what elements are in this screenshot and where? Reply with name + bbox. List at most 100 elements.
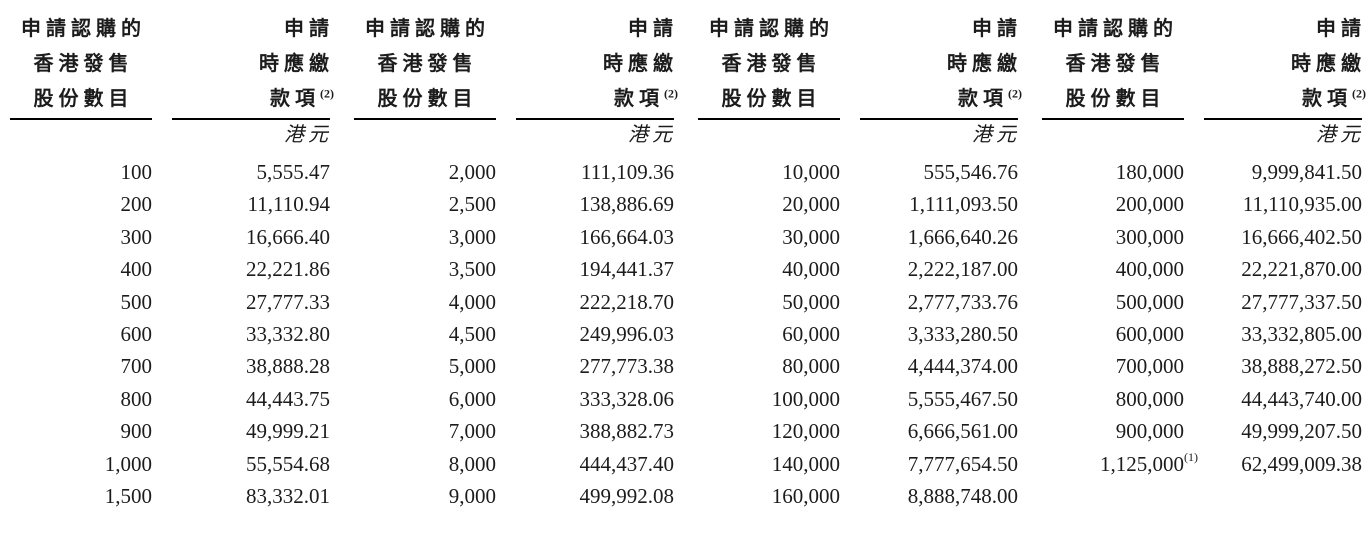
table-row: 60,000 3,333,280.50	[698, 318, 1018, 350]
shares-value: 140,000	[771, 451, 840, 476]
shares-value: 180,000	[1115, 160, 1184, 184]
shares-value: 600	[120, 321, 153, 346]
amount-value: 49,999.21	[246, 419, 330, 444]
amount-value: 5,555,467.50	[907, 386, 1018, 411]
shares-column-header: 申請認購的 香港發售 股份數目	[10, 12, 152, 120]
shares-value: 4,500	[448, 321, 496, 346]
shares-value: 160,000	[771, 483, 840, 508]
amount-value: 62,499,009.38	[1241, 451, 1362, 476]
shares-value: 60,000	[782, 321, 840, 346]
amount-value: 33,332.80	[246, 321, 330, 346]
amount-value: 4,444,374.00	[907, 354, 1018, 379]
amount-header-line: 款項(2)	[270, 86, 334, 110]
amount-value: 1,111,093.50	[909, 192, 1018, 217]
shares-column-header: 申請認購的 香港發售 股份數目	[354, 12, 496, 120]
amount-value: 55,554.68	[246, 451, 330, 476]
amount-value: 38,888.28	[246, 354, 330, 379]
table-row: 500 27,777.33	[10, 286, 331, 318]
column-pair-header: 申請認購的 香港發售 股份數目 申請 時應繳 款項(2)	[1042, 12, 1366, 120]
table-row: 600,000 33,332,805.00	[1042, 318, 1362, 350]
table-row: 3,500 194,441.37	[354, 253, 674, 285]
amount-value: 6,666,561.00	[907, 419, 1018, 444]
amount-value: 249,996.03	[579, 321, 675, 346]
shares-value: 120,000	[771, 419, 840, 444]
amount-header-line: 申請	[972, 18, 1022, 40]
shares-value: 6,000	[448, 386, 496, 411]
amount-header-line: 時應繳	[947, 53, 1022, 75]
table-row: 500,000 27,777,337.50	[1042, 286, 1362, 318]
amount-header-line: 時應繳	[603, 53, 678, 75]
shares-value: 4,000	[448, 289, 496, 314]
table-row: 4,500 249,996.03	[354, 318, 674, 350]
amount-value: 38,888,272.50	[1241, 354, 1362, 379]
amount-header-line: 申請	[284, 18, 334, 40]
shares-value: 20,000	[782, 192, 840, 217]
table-row: 20,000 1,111,093.50	[698, 188, 1018, 220]
shares-value: 100,000	[771, 386, 840, 411]
amount-value: 5,555.47	[256, 160, 331, 184]
shares-value: 2,500	[448, 192, 496, 217]
shares-value: 300	[120, 224, 153, 249]
column-pair-header: 申請認購的 香港發售 股份數目 申請 時應繳 款項(2)	[10, 12, 334, 120]
table-row: 2,500 138,886.69	[354, 188, 674, 220]
amount-value: 277,773.38	[579, 354, 675, 379]
amount-value: 27,777.33	[246, 289, 330, 314]
shares-header-line: 申請認購的	[1053, 18, 1178, 40]
shares-value: 30,000	[782, 224, 840, 249]
amount-value: 83,332.01	[246, 483, 330, 508]
shares-header-line: 股份數目	[1065, 88, 1166, 110]
amount-value: 44,443,740.00	[1241, 386, 1362, 411]
shares-value: 5,000	[448, 354, 496, 379]
pair-body: 180,000 9,999,841.50 200,000 11,110,935.00 3…	[1042, 156, 1362, 480]
shares-header-line: 申請認購的	[21, 18, 146, 40]
shares-value: 200,000	[1115, 192, 1184, 217]
footnote-2-marker: (2)	[1352, 86, 1366, 101]
shares-value: 8,000	[448, 451, 496, 476]
currency-spacer	[10, 120, 152, 151]
shares-value: 3,500	[448, 257, 496, 282]
shares-header-line: 股份數目	[33, 88, 134, 110]
currency-spacer	[698, 120, 840, 151]
amount-value: 22,221.86	[246, 257, 330, 282]
currency-spacer	[1042, 120, 1184, 151]
shares-value: 700,000	[1115, 354, 1184, 379]
column-pair-header: 申請認購的 香港發售 股份數目 申請 時應繳 款項(2)	[698, 12, 1022, 120]
shares-value: 3,000	[448, 224, 496, 249]
shares-value: 600,000	[1115, 321, 1184, 346]
currency-label: 港元	[972, 124, 1020, 146]
amount-column-header: 申請 時應繳 款項(2)	[516, 12, 678, 120]
pair-body: 10,000 555,546.76 20,000 1,111,093.50 30,000…	[698, 156, 1018, 512]
table-row: 200 11,110.94	[10, 188, 331, 220]
footnote-2-marker: (2)	[664, 86, 678, 101]
amount-value: 444,437.40	[579, 451, 675, 476]
amount-value: 499,992.08	[579, 483, 675, 508]
table-row: 800,000 44,443,740.00	[1042, 383, 1362, 415]
table-row: 9,000 499,992.08	[354, 480, 674, 512]
amount-value: 16,666,402.50	[1241, 224, 1362, 249]
amount-value: 222,218.70	[579, 289, 675, 314]
shares-value: 400,000	[1115, 257, 1184, 282]
shares-value: 800,000	[1115, 386, 1184, 411]
shares-value: 200	[120, 192, 153, 217]
table-row: 800 44,443.75	[10, 383, 331, 415]
shares-value: 400	[120, 257, 153, 282]
table-row: 700 38,888.28	[10, 350, 331, 382]
table-row: 4,000 222,218.70	[354, 286, 674, 318]
shares-value: 7,000	[448, 419, 496, 444]
table-row: 3,000 166,664.03	[354, 221, 674, 253]
table-row: 5,000 277,773.38	[354, 350, 674, 382]
table-row: 140,000 7,777,654.50	[698, 448, 1018, 480]
amount-value: 22,221,870.00	[1241, 257, 1362, 282]
shares-value: 500	[120, 289, 153, 314]
pair-body: 100 5,555.47 200 11,110.94 300 16,666.40 400 22…	[10, 156, 330, 512]
pair-body: 2,000 111,109.36 2,500 138,886.69 3,000 166,6…	[354, 156, 674, 512]
amount-column-header: 申請 時應繳 款項(2)	[860, 12, 1022, 120]
amount-header-line: 申請	[1316, 18, 1366, 40]
amount-value: 333,328.06	[579, 386, 675, 411]
shares-header-line: 香港發售	[377, 53, 478, 75]
table-row: 100 5,555.47	[10, 156, 331, 188]
shares-header-line: 申請認購的	[709, 18, 834, 40]
table-row: 10,000 555,546.76	[698, 156, 1018, 188]
amount-value: 33,332,805.00	[1241, 321, 1362, 346]
table-row: 1,500 83,332.01	[10, 480, 330, 512]
